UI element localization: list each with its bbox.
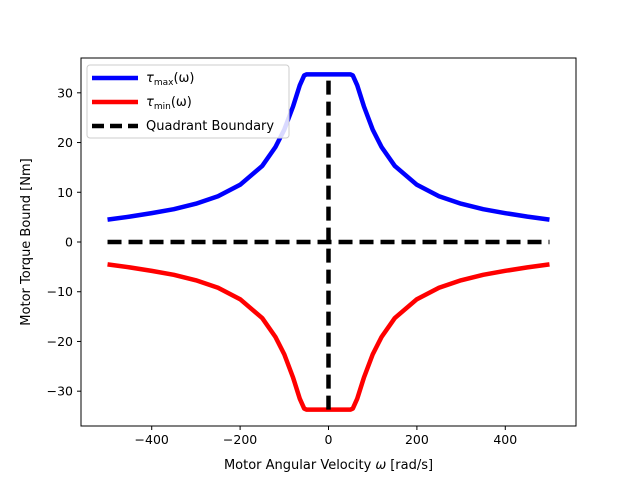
legend-tau-max-sub: max — [154, 78, 174, 88]
plot-area — [80, 57, 577, 427]
y-tick-label: 0 — [65, 235, 73, 250]
x-tick-label: −400 — [135, 432, 169, 447]
legend-tau-max-arg: (ω) — [173, 71, 194, 86]
y-axis-label: Motor Torque Bound [Nm] — [19, 158, 34, 325]
x-tick-label: 0 — [325, 432, 333, 447]
x-tick-label: 400 — [493, 432, 517, 447]
y-tick-label: 20 — [57, 135, 73, 150]
x-tick-label: 200 — [405, 432, 429, 447]
x-axis-label: Motor Angular Velocity ω [rad/s] — [224, 458, 433, 473]
x-axis-label-symbol: ω — [375, 458, 386, 473]
y-tick-label: −20 — [47, 334, 73, 349]
x-axis-label-main: Motor Angular Velocity — [224, 458, 372, 473]
series-line-tau-max — [107, 72, 550, 222]
x-axis-label-unit: [rad/s] — [390, 458, 433, 473]
ticks-layer: −400 −200 0 200 400 −30 −20 −10 0 10 20 30 — [47, 85, 518, 447]
x-tick-label: −200 — [223, 432, 257, 447]
series-layer — [107, 72, 550, 412]
y-tick-label: −10 — [47, 284, 73, 299]
legend: τmax(ω) τmin(ω) Quadrant Boundary — [86, 64, 290, 139]
legend-label-tau-max: τmax(ω) — [146, 71, 194, 88]
y-tick-label: 30 — [57, 85, 73, 100]
legend-box — [86, 64, 290, 139]
y-tick-label: 10 — [57, 185, 73, 200]
legend-label-tau-min: τmin(ω) — [146, 95, 192, 112]
y-tick-label: −30 — [47, 384, 73, 399]
legend-label-quadrant-boundary: Quadrant Boundary — [146, 119, 274, 134]
legend-tau-min-sub: min — [154, 102, 171, 112]
legend-tau-min-arg: (ω) — [171, 95, 192, 110]
legend-tau-max-symbol: τ — [146, 71, 154, 86]
legend-tau-min-symbol: τ — [146, 95, 154, 110]
